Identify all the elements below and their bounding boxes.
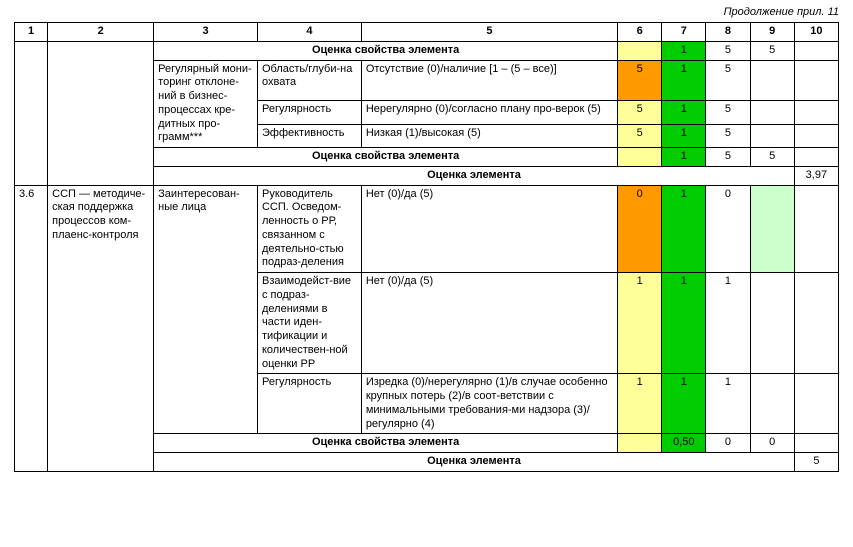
cell-c9 bbox=[750, 374, 794, 434]
cell-c9 bbox=[750, 60, 794, 101]
cell-c9 bbox=[750, 185, 794, 273]
cell-c10: 3,97 bbox=[794, 166, 838, 185]
cell-c9 bbox=[750, 273, 794, 374]
col-head-4: 4 bbox=[257, 23, 361, 42]
cell-c6: 5 bbox=[618, 124, 662, 147]
cell-c7: 1 bbox=[662, 148, 706, 167]
cell-col4: Взаимодейст-вие с подраз-делениями в час… bbox=[257, 273, 361, 374]
cell-c10 bbox=[794, 434, 838, 453]
cell-col5: Изредка (0)/нерегулярно (1)/в случае осо… bbox=[361, 374, 617, 434]
cell-c10 bbox=[794, 60, 838, 101]
cell-c8: 5 bbox=[706, 124, 750, 147]
cell-c6: 5 bbox=[618, 60, 662, 101]
cell-c7: 1 bbox=[662, 60, 706, 101]
cell-c10 bbox=[794, 185, 838, 273]
cell-c7: 1 bbox=[662, 41, 706, 60]
cell-c10 bbox=[794, 148, 838, 167]
cell-col4: Область/глуби-на охвата bbox=[257, 60, 361, 101]
cell-c10 bbox=[794, 374, 838, 434]
cell-col5: Нерегулярно (0)/согласно плану про-верок… bbox=[361, 101, 617, 124]
cell-c6 bbox=[618, 148, 662, 167]
col-head-1: 1 bbox=[15, 23, 48, 42]
cell-col1: 3.6 bbox=[15, 185, 48, 471]
col-head-8: 8 bbox=[706, 23, 750, 42]
col-head-5: 5 bbox=[361, 23, 617, 42]
cell-col5: Отсутствие (0)/наличие [1 – (5 – все)] bbox=[361, 60, 617, 101]
cell-c6 bbox=[618, 434, 662, 453]
cell-c8: 1 bbox=[706, 273, 750, 374]
cell-c7: 1 bbox=[662, 273, 706, 374]
continuation-caption: Продолжение прил. 11 bbox=[14, 6, 839, 18]
col-head-7: 7 bbox=[662, 23, 706, 42]
cell-c8: 0 bbox=[706, 434, 750, 453]
cell-c7: 1 bbox=[662, 374, 706, 434]
cell-c10 bbox=[794, 124, 838, 147]
header-row: 1 2 3 4 5 6 7 8 9 10 bbox=[15, 23, 839, 42]
cell-col2: ССП — методиче-ская поддержка процессов … bbox=[48, 185, 154, 471]
cell-col2 bbox=[48, 41, 154, 185]
property-eval-label: Оценка свойства элемента bbox=[154, 41, 618, 60]
cell-c7: 0,50 bbox=[662, 434, 706, 453]
cell-col1 bbox=[15, 41, 48, 185]
cell-c7: 1 bbox=[662, 101, 706, 124]
col-head-10: 10 bbox=[794, 23, 838, 42]
cell-c7: 1 bbox=[662, 124, 706, 147]
col-head-3: 3 bbox=[154, 23, 258, 42]
property-eval-label: Оценка свойства элемента bbox=[154, 148, 618, 167]
property-eval-label: Оценка свойства элемента bbox=[154, 434, 618, 453]
cell-c7: 1 bbox=[662, 185, 706, 273]
cell-col3: Регулярный мони-торинг отклоне-ний в биз… bbox=[154, 60, 258, 148]
cell-c9: 5 bbox=[750, 41, 794, 60]
cell-col3: Заинтересован-ные лица bbox=[154, 185, 258, 434]
table-row: Оценка свойства элемента 1 5 5 bbox=[15, 41, 839, 60]
cell-col4: Регулярность bbox=[257, 374, 361, 434]
cell-c6 bbox=[618, 41, 662, 60]
cell-c10 bbox=[794, 41, 838, 60]
cell-c6: 0 bbox=[618, 185, 662, 273]
cell-c10 bbox=[794, 273, 838, 374]
cell-c8: 0 bbox=[706, 185, 750, 273]
col-head-2: 2 bbox=[48, 23, 154, 42]
cell-c9: 0 bbox=[750, 434, 794, 453]
cell-c6: 5 bbox=[618, 101, 662, 124]
col-head-6: 6 bbox=[618, 23, 662, 42]
element-eval-label: Оценка элемента bbox=[154, 166, 795, 185]
cell-c8: 5 bbox=[706, 60, 750, 101]
element-eval-label: Оценка элемента bbox=[154, 453, 795, 472]
cell-c9 bbox=[750, 124, 794, 147]
cell-col5: Низкая (1)/высокая (5) bbox=[361, 124, 617, 147]
cell-c10: 5 bbox=[794, 453, 838, 472]
cell-c6: 1 bbox=[618, 273, 662, 374]
table-row: 3.6 ССП — методиче-ская поддержка процес… bbox=[15, 185, 839, 273]
cell-c9 bbox=[750, 101, 794, 124]
cell-c6: 1 bbox=[618, 374, 662, 434]
cell-col5: Нет (0)/да (5) bbox=[361, 273, 617, 374]
cell-c8: 5 bbox=[706, 41, 750, 60]
main-table: 1 2 3 4 5 6 7 8 9 10 Оценка свойства эле… bbox=[14, 22, 839, 472]
cell-col4: Руководитель ССП. Осведом-ленность о РР,… bbox=[257, 185, 361, 273]
cell-c8: 1 bbox=[706, 374, 750, 434]
cell-c9: 5 bbox=[750, 148, 794, 167]
cell-col4: Регулярность bbox=[257, 101, 361, 124]
cell-c10 bbox=[794, 101, 838, 124]
cell-col4: Эффективность bbox=[257, 124, 361, 147]
cell-c8: 5 bbox=[706, 148, 750, 167]
cell-col5: Нет (0)/да (5) bbox=[361, 185, 617, 273]
col-head-9: 9 bbox=[750, 23, 794, 42]
cell-c8: 5 bbox=[706, 101, 750, 124]
